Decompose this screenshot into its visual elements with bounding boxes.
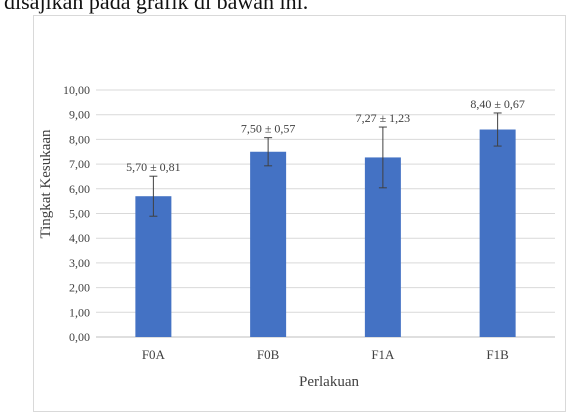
bar-chart: 0,00 1,00 2,00 3,00 4,00 5,00 6,00 7,00 8,00 9,00… bbox=[38, 83, 555, 390]
gridlines bbox=[96, 89, 555, 338]
y-tick-label: 3,00 bbox=[69, 256, 90, 270]
data-label-f1a: 7,27 ± 1,23 bbox=[356, 111, 411, 125]
x-tick-label: F0B bbox=[257, 347, 280, 362]
error-bar-f1a bbox=[378, 126, 387, 189]
x-axis-label: Perlakuan bbox=[299, 374, 359, 390]
bar-f0a bbox=[135, 196, 172, 337]
data-labels: 5,70 ± 0,81 7,50 ± 0,57 7,27 ± 1,23 8,40 ± … bbox=[126, 97, 525, 174]
x-tick-labels: F0A F0B F1A F1B bbox=[142, 347, 509, 362]
data-label-f0a: 5,70 ± 0,81 bbox=[126, 160, 181, 174]
y-tick-label: 9,00 bbox=[69, 108, 90, 122]
y-tick-label: 4,00 bbox=[69, 231, 90, 245]
error-bar-f0b bbox=[264, 137, 273, 167]
y-tick-label: 5,00 bbox=[69, 207, 90, 221]
y-tick-label: 0,00 bbox=[69, 330, 90, 344]
y-tick-label: 6,00 bbox=[69, 182, 90, 196]
bar-f1b bbox=[479, 129, 516, 337]
y-tick-label: 10,00 bbox=[63, 83, 90, 97]
error-bar-f1b bbox=[493, 112, 502, 147]
error-bars bbox=[149, 112, 502, 217]
y-tick-label: 8,00 bbox=[69, 132, 90, 146]
chart-frame: 0,00 1,00 2,00 3,00 4,00 5,00 6,00 7,00 8,00 9,00… bbox=[33, 15, 566, 412]
bar-f0b bbox=[250, 151, 287, 337]
x-tick-label: F0A bbox=[142, 347, 166, 362]
data-label-f1b: 8,40 ± 0,67 bbox=[470, 97, 525, 111]
data-label-f0b: 7,50 ± 0,57 bbox=[241, 122, 296, 136]
y-axis-label: Tingkat Kesukaan bbox=[38, 129, 54, 239]
x-tick-label: F1B bbox=[486, 347, 509, 362]
error-bar-f0a bbox=[149, 175, 158, 217]
y-tick-labels: 0,00 1,00 2,00 3,00 4,00 5,00 6,00 7,00 8,00 9,00… bbox=[63, 83, 90, 344]
bars bbox=[135, 129, 516, 337]
y-tick-label: 1,00 bbox=[69, 305, 90, 319]
x-tick-label: F1A bbox=[371, 347, 395, 362]
y-tick-label: 7,00 bbox=[69, 157, 90, 171]
caption-text: disajikan pada grafik di bawah ini. bbox=[4, 0, 309, 14]
y-tick-label: 2,00 bbox=[69, 281, 90, 295]
